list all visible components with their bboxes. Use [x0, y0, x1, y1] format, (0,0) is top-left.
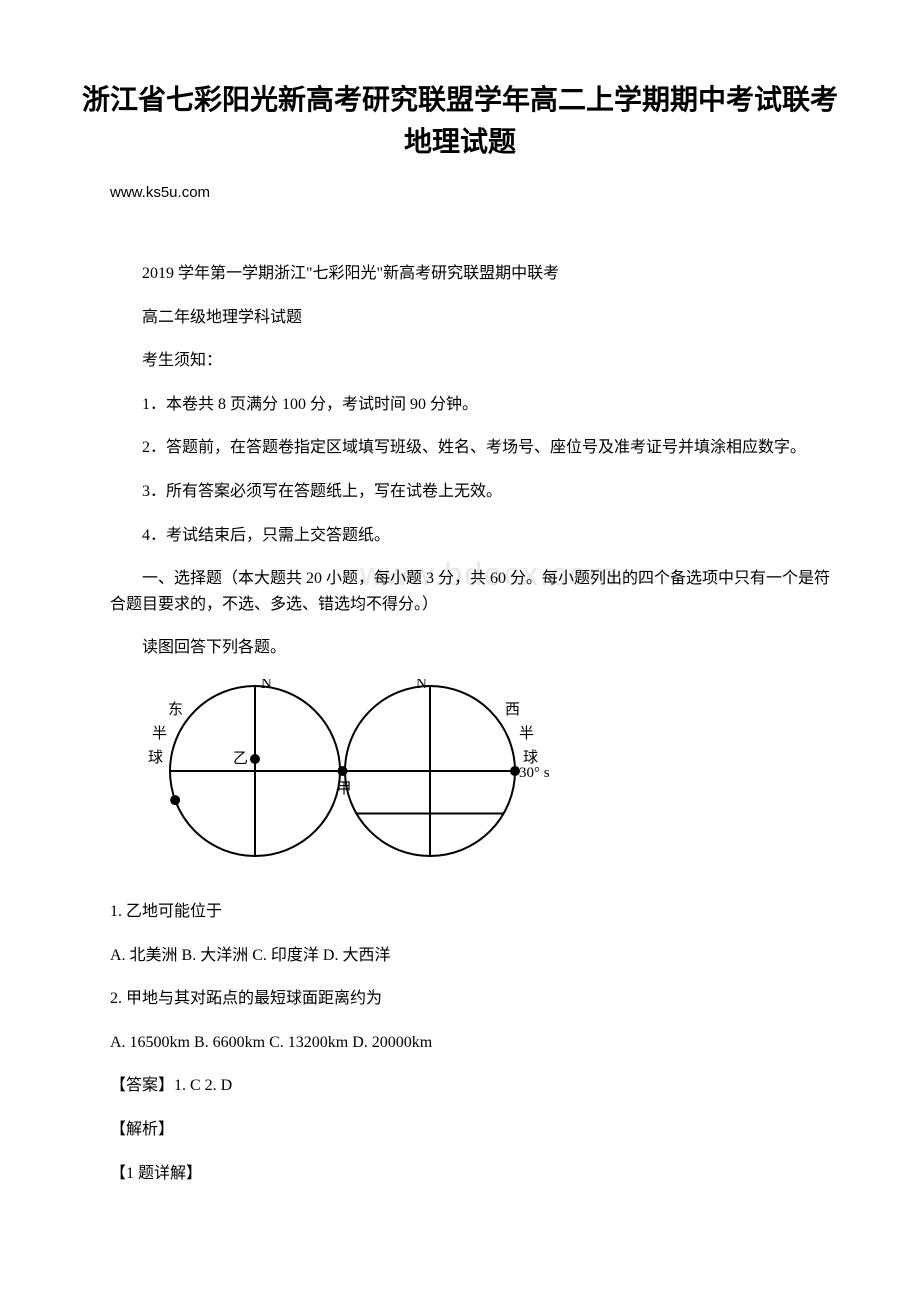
- svg-text:半: 半: [519, 725, 534, 742]
- q1-options: A. 北美洲 B. 大洋洲 C. 印度洋 D. 大西洋: [80, 943, 840, 969]
- svg-text:球: 球: [523, 749, 538, 766]
- read-prompt: 读图回答下列各题。: [80, 635, 840, 661]
- svg-text:球: 球: [148, 749, 163, 766]
- svg-text:30° s: 30° s: [519, 765, 550, 781]
- detail-1: 【1 题详解】: [80, 1161, 840, 1187]
- hemisphere-diagram: N东半球乙N西半球30° s甲: [80, 679, 840, 879]
- notice-header: 考生须知：: [80, 348, 840, 374]
- notice-3: 3．所有答案必须写在答题纸上，写在试卷上无效。: [80, 479, 840, 505]
- svg-text:西: 西: [505, 702, 520, 718]
- q2-options: A. 16500km B. 6600km C. 13200km D. 20000…: [80, 1030, 840, 1056]
- analysis-line: 【解析】: [80, 1117, 840, 1143]
- svg-text:N: N: [261, 679, 272, 692]
- svg-text:乙: 乙: [233, 751, 248, 767]
- notice-2: 2．答题前，在答题卷指定区域填写班级、姓名、考场号、座位号及准考证号并填涂相应数…: [80, 435, 840, 461]
- subject-line: 高二年级地理学科试题: [80, 305, 840, 331]
- q2-stem: 2. 甲地与其对跖点的最短球面距离约为: [80, 986, 840, 1012]
- svg-text:半: 半: [152, 725, 167, 742]
- svg-text:东: 东: [168, 701, 183, 718]
- q1-stem: 1. 乙地可能位于: [80, 899, 840, 925]
- exam-header: 2019 学年第一学期浙江"七彩阳光"新高考研究联盟期中联考: [80, 261, 840, 287]
- notice-4: 4．考试结束后，只需上交答题纸。: [80, 523, 840, 549]
- svg-text:甲: 甲: [337, 781, 352, 797]
- document-title: 浙江省七彩阳光新高考研究联盟学年高二上学期期中考试联考地理试题: [80, 80, 840, 164]
- svg-text:N: N: [416, 679, 427, 692]
- source-url: www.ks5u.com: [80, 184, 840, 201]
- section-1: 一、选择题（本大题共 20 小题，每小题 3 分，共 60 分。每小题列出的四个…: [80, 566, 840, 617]
- answer-line: 【答案】1. C 2. D: [80, 1073, 840, 1099]
- notice-1: 1．本卷共 8 页满分 100 分，考试时间 90 分钟。: [80, 392, 840, 418]
